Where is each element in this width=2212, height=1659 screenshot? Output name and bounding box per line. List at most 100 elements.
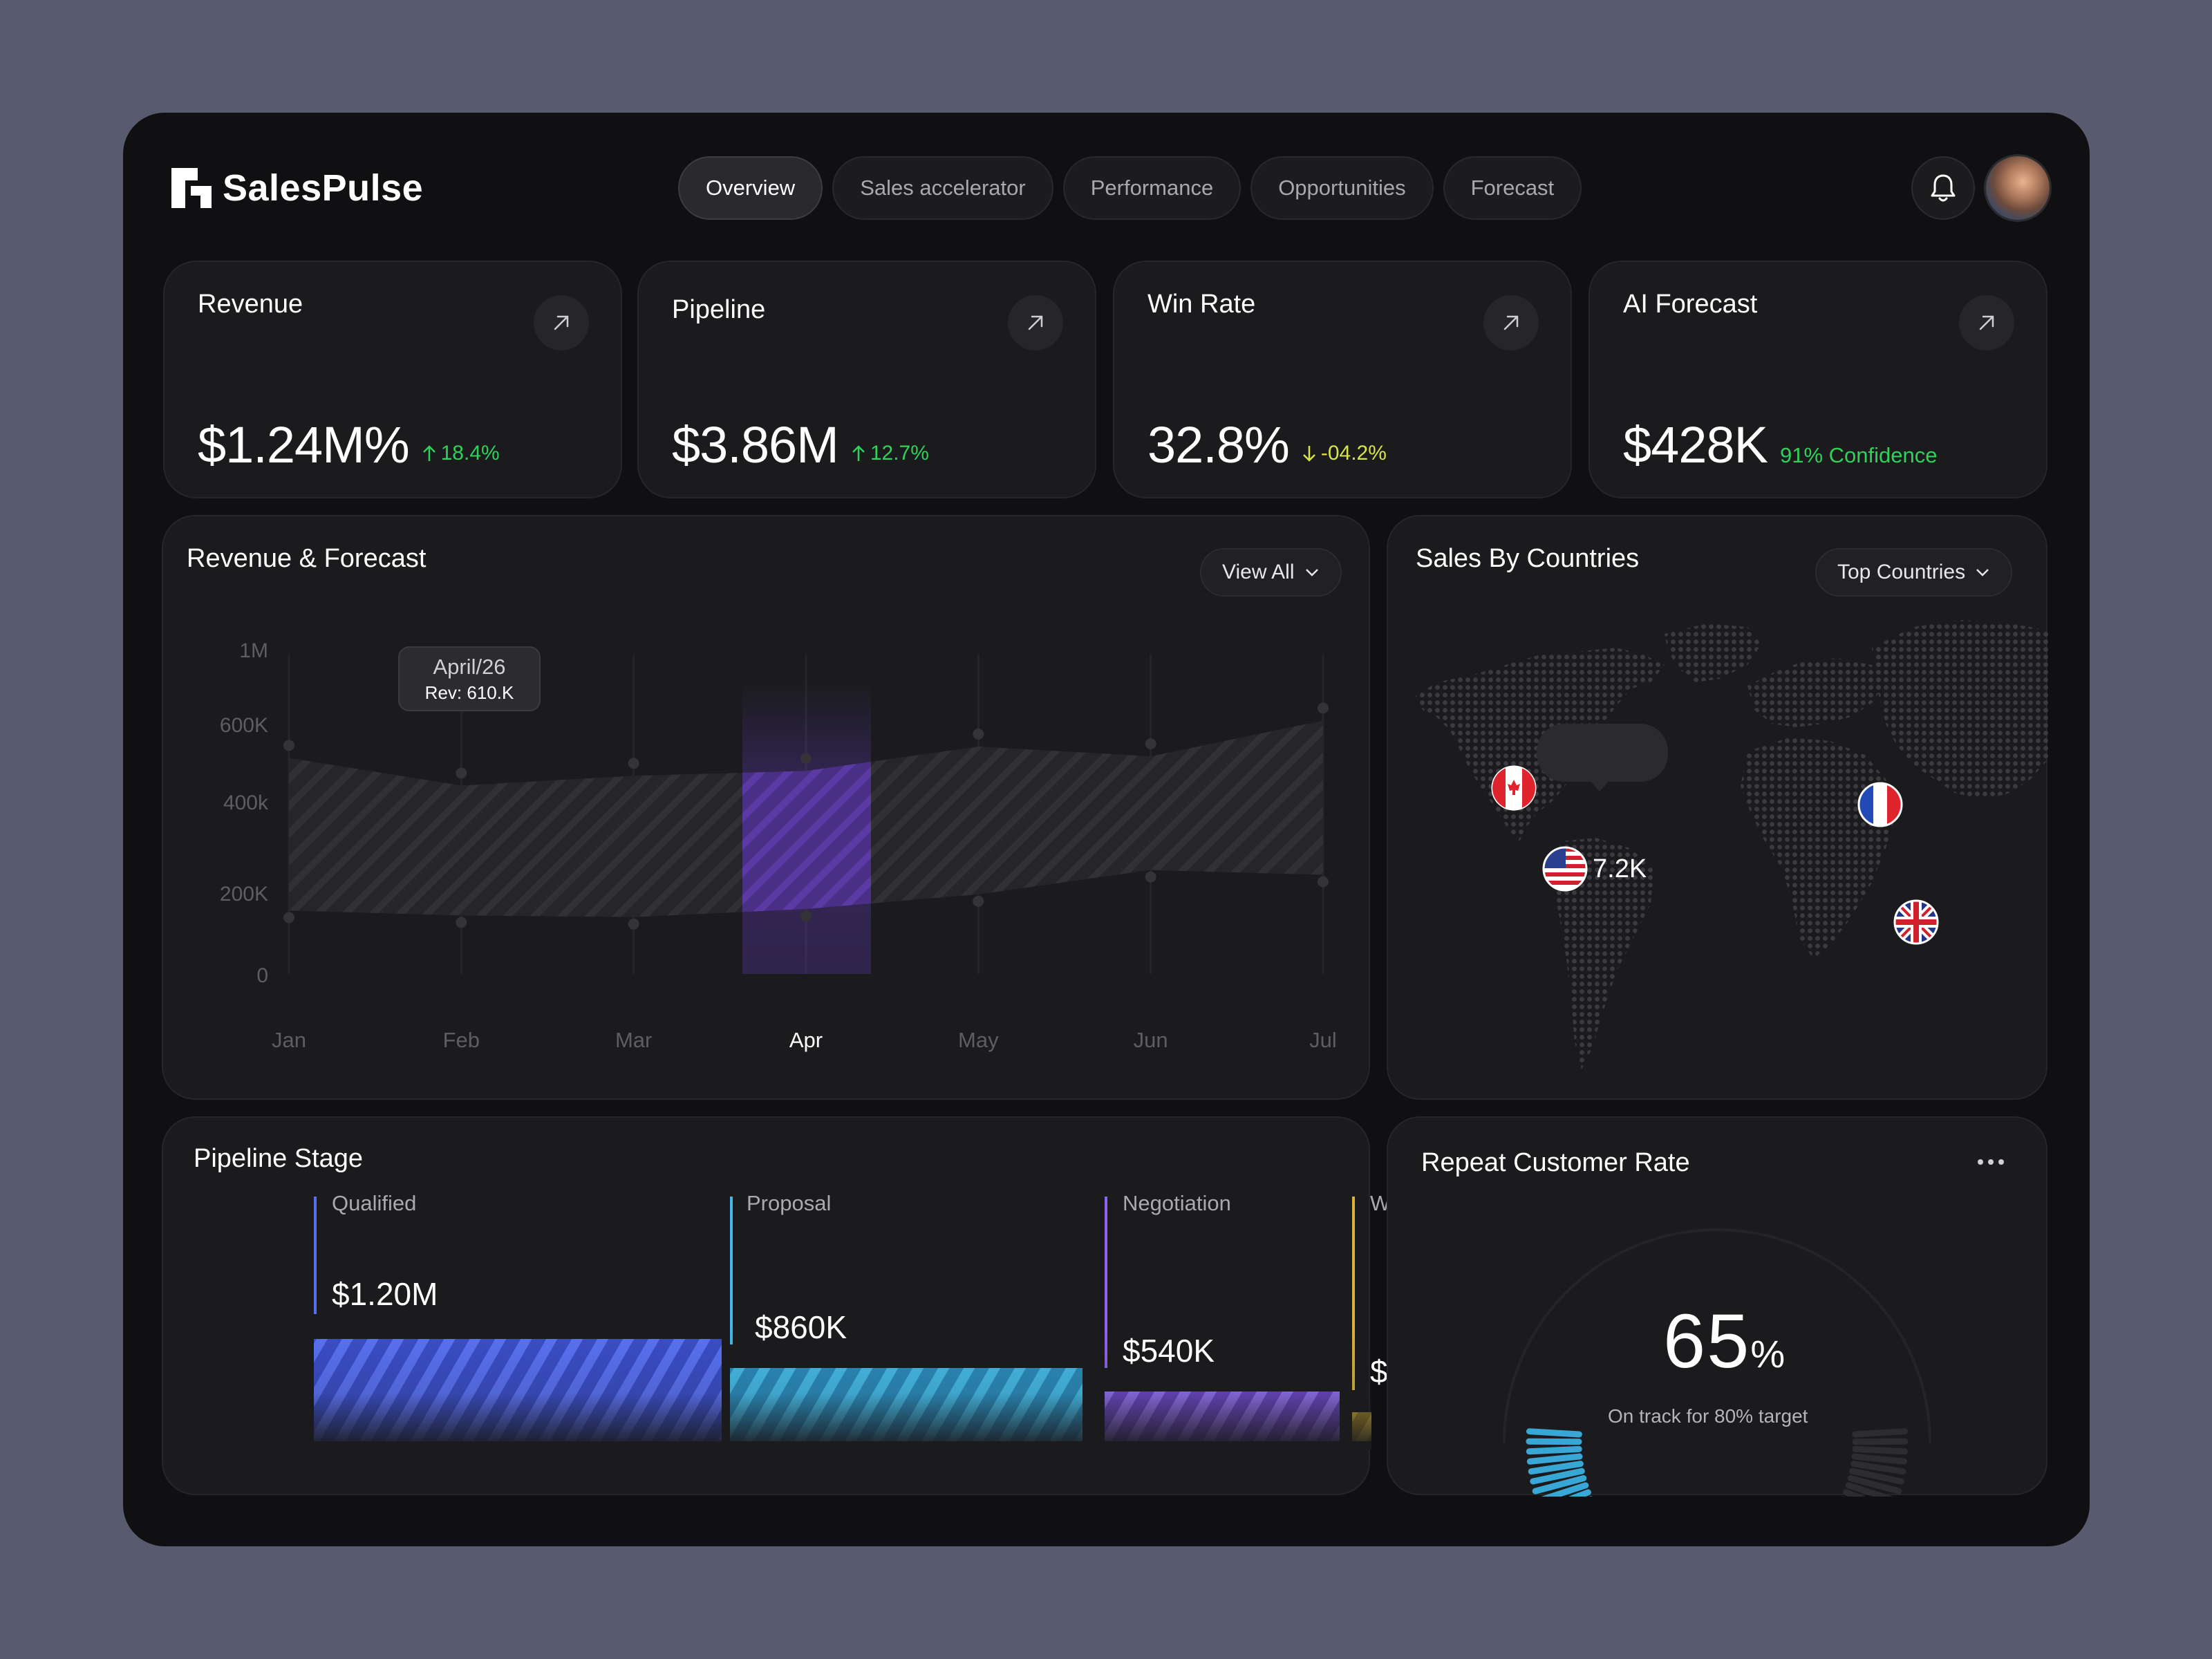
bell-icon [1931, 174, 1956, 202]
dropdown-label: Top Countries [1837, 561, 1966, 583]
greenland-shape [1665, 624, 1761, 682]
south-america-shape [1553, 838, 1654, 1069]
stage-divider [730, 1197, 733, 1344]
more-options-button[interactable] [1977, 1156, 2005, 1169]
uk-flag-icon[interactable] [1893, 899, 1939, 945]
arrow-up-right-icon [1979, 315, 1994, 330]
kpi-card-win-rate[interactable]: Win Rate 32.8% -04.2% [1113, 261, 1572, 498]
pipeline-chart [308, 1197, 1371, 1450]
callout-value: 7.2K [1593, 854, 1647, 883]
data-point-lower[interactable] [456, 917, 467, 928]
arrow-up-icon [422, 445, 435, 461]
data-point-lower[interactable] [800, 910, 812, 921]
arrow-up-icon [852, 445, 865, 461]
data-point-lower[interactable] [1145, 871, 1156, 883]
callout-pointer [1590, 780, 1609, 791]
sales-by-countries-card: Sales By Countries Top Countries [1387, 515, 2049, 1100]
kpi-card-ai-forecast[interactable]: AI Forecast $428K 91% Confidence [1588, 261, 2047, 498]
world-map: 7.2K [1416, 620, 2049, 1069]
kpi-change: 12.7% [851, 442, 929, 465]
repeat-customer-card: Repeat Customer Rate 65% On track for 80… [1387, 1116, 2047, 1497]
stage-divider [1105, 1197, 1107, 1368]
y-tick-label: 0 [256, 964, 268, 987]
open-ai-forecast-button[interactable] [1959, 295, 2014, 350]
bar-fade-overlay [308, 1325, 1371, 1450]
tooltip-value: Rev: 610.K [424, 682, 514, 703]
top-countries-dropdown[interactable]: Top Countries [1815, 548, 2013, 597]
africa-shape [1741, 738, 1896, 959]
arrow-up-right-icon [1503, 315, 1519, 330]
x-tick-label: Feb [443, 1028, 480, 1052]
gauge-tick [1852, 1428, 1909, 1438]
y-tick-label: 600K [220, 714, 268, 737]
x-tick-label: Apr [789, 1028, 823, 1052]
open-revenue-button[interactable] [534, 295, 589, 350]
dashboard-window: SalesPulse Overview Sales accelerator Pe… [123, 113, 2090, 1546]
data-point-lower[interactable] [283, 912, 294, 924]
gauge-tick [1530, 1468, 1585, 1485]
kpi-value: 32.8% [1147, 416, 1290, 474]
data-point-lower[interactable] [628, 918, 639, 930]
x-tick-label: Jan [272, 1028, 306, 1052]
gauge-tick [1526, 1445, 1582, 1455]
gauge-note: On track for 80% target [1608, 1405, 1808, 1427]
repeat-rate-gauge [1503, 1228, 1931, 1497]
main-nav: Overview Sales accelerator Performance O… [678, 156, 1582, 220]
data-point-upper[interactable] [283, 740, 294, 751]
kpi-card-revenue[interactable]: Revenue $1.24M% 18.4% [163, 261, 622, 498]
data-point-upper[interactable] [1318, 702, 1329, 714]
kpi-change: -04.2% [1302, 442, 1387, 465]
kpi-change-text: 12.7% [870, 442, 929, 465]
gauge-tick [1528, 1461, 1584, 1475]
data-point-lower[interactable] [1318, 876, 1329, 888]
gauge-value-number: 65 [1663, 1299, 1751, 1384]
data-point-upper[interactable] [800, 753, 812, 765]
tab-performance[interactable]: Performance [1062, 156, 1241, 220]
gauge-tick [1532, 1475, 1587, 1494]
brand-logo[interactable]: SalesPulse [170, 167, 423, 209]
kpi-value: $428K [1623, 416, 1768, 474]
tooltip-date: April/26 [433, 655, 506, 679]
data-point-upper[interactable] [456, 767, 467, 779]
chevron-down-icon [1305, 569, 1318, 577]
view-all-dropdown[interactable]: View All [1200, 548, 1342, 597]
gauge-value: 65% [1663, 1297, 1786, 1385]
stage-value-negotiation: $540K [1123, 1333, 1215, 1369]
data-point-upper[interactable] [1145, 738, 1156, 750]
kpi-change-text: -04.2% [1320, 442, 1387, 465]
gauge-outline [1503, 1228, 1931, 1443]
gauge-tick [1847, 1475, 1902, 1494]
open-pipeline-button[interactable] [1008, 295, 1063, 350]
section-title: Revenue & Forecast [187, 544, 427, 573]
gauge-tick [1541, 1482, 1589, 1497]
tab-forecast[interactable]: Forecast [1443, 156, 1582, 220]
data-point-lower[interactable] [973, 895, 984, 907]
kpi-title: Revenue [198, 290, 303, 319]
usa-flag-icon[interactable] [1542, 846, 1588, 892]
logo-icon [171, 168, 212, 208]
gauge-tick [1849, 1468, 1904, 1485]
kpi-card-pipeline[interactable]: Pipeline $3.86M 12.7% [637, 261, 1096, 498]
arrow-up-right-icon [1028, 315, 1043, 330]
open-win-rate-button[interactable] [1483, 295, 1539, 350]
arrow-down-icon [1302, 446, 1315, 462]
dropdown-label: View All [1222, 561, 1295, 583]
x-tick-label: Jul [1309, 1028, 1337, 1052]
data-point-upper[interactable] [973, 729, 984, 740]
data-point-upper[interactable] [628, 758, 639, 769]
stage-divider [1352, 1197, 1355, 1390]
tab-opportunities[interactable]: Opportunities [1250, 156, 1434, 220]
gauge-value-unit: % [1750, 1332, 1787, 1376]
user-avatar[interactable] [1984, 154, 2052, 222]
tab-overview[interactable]: Overview [678, 156, 823, 220]
europe-shape [1747, 658, 1886, 727]
section-title: Sales By Countries [1416, 544, 1640, 573]
tab-sales-accelerator[interactable]: Sales accelerator [832, 156, 1053, 220]
notifications-button[interactable] [1911, 156, 1975, 220]
brand-name: SalesPulse [223, 167, 424, 209]
stage-value-proposal: $860K [755, 1309, 847, 1345]
france-flag-icon[interactable] [1857, 782, 1903, 827]
canada-flag-icon[interactable] [1491, 765, 1537, 811]
section-title: Repeat Customer Rate [1421, 1148, 1690, 1177]
kpi-change-text: 18.4% [440, 442, 500, 465]
